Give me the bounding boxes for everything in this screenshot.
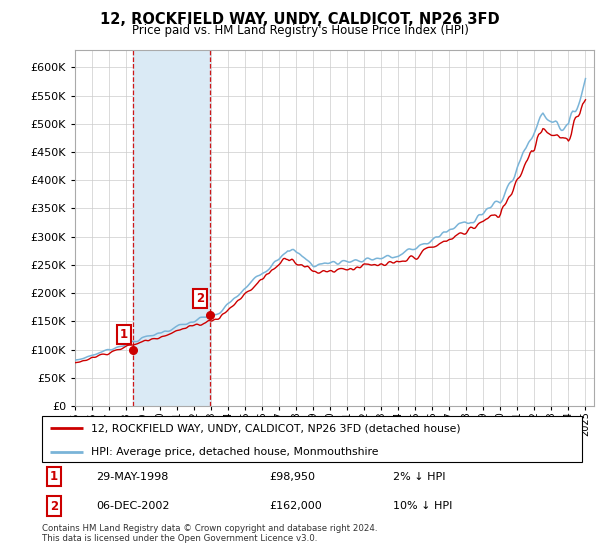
- FancyBboxPatch shape: [42, 416, 582, 462]
- Text: 12, ROCKFIELD WAY, UNDY, CALDICOT, NP26 3FD: 12, ROCKFIELD WAY, UNDY, CALDICOT, NP26 …: [100, 12, 500, 27]
- Bar: [133, 50, 210, 406]
- Text: Contains HM Land Registry data © Crown copyright and database right 2024.
This d: Contains HM Land Registry data © Crown c…: [42, 524, 377, 543]
- Text: Price paid vs. HM Land Registry's House Price Index (HPI): Price paid vs. HM Land Registry's House …: [131, 24, 469, 37]
- Text: £98,950: £98,950: [269, 472, 315, 482]
- Text: 29-MAY-1998: 29-MAY-1998: [96, 472, 169, 482]
- Text: 06-DEC-2002: 06-DEC-2002: [96, 501, 170, 511]
- Text: 2% ↓ HPI: 2% ↓ HPI: [393, 472, 445, 482]
- Text: 2: 2: [50, 500, 58, 513]
- Text: £162,000: £162,000: [269, 501, 322, 511]
- Text: 10% ↓ HPI: 10% ↓ HPI: [393, 501, 452, 511]
- Text: 1: 1: [119, 328, 128, 341]
- Text: 2: 2: [196, 292, 205, 305]
- Text: 12, ROCKFIELD WAY, UNDY, CALDICOT, NP26 3FD (detached house): 12, ROCKFIELD WAY, UNDY, CALDICOT, NP26 …: [91, 423, 460, 433]
- Text: 1: 1: [50, 470, 58, 483]
- Text: HPI: Average price, detached house, Monmouthshire: HPI: Average price, detached house, Monm…: [91, 447, 378, 457]
